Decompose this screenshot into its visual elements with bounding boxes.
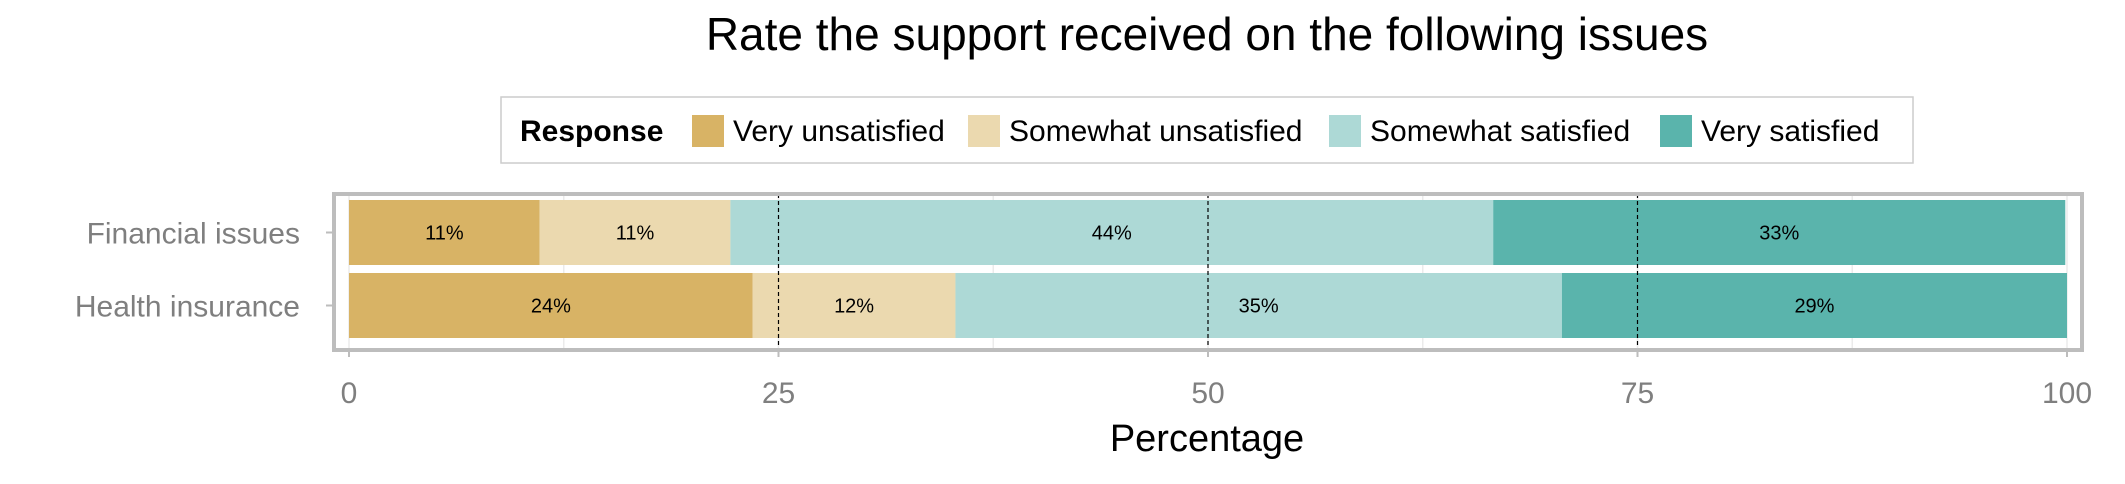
- y-axis-ticks: Financial issues Health insurance: [75, 218, 334, 324]
- plot-area: 11% 11% 44% 33% 24% 12% 35% 29%: [332, 192, 2084, 352]
- legend-label-somewhat-unsatisfied: Somewhat unsatisfied: [1009, 115, 1303, 148]
- data-label: 24%: [531, 296, 571, 318]
- data-label: 33%: [1759, 223, 1799, 245]
- data-label: 11%: [425, 223, 464, 245]
- data-label: 11%: [616, 223, 655, 245]
- bar-health-insurance-somewhat-unsatisfied: [752, 273, 956, 338]
- x-axis-ticks: 0 25 50 75 100: [341, 350, 2092, 410]
- chart-title: Rate the support received on the followi…: [706, 8, 1708, 60]
- data-label: 35%: [1239, 296, 1279, 318]
- legend-swatch-very-satisfied: [1660, 115, 1692, 147]
- bar-health-insurance-very-satisfied: [1561, 273, 2067, 338]
- legend-swatch-somewhat-unsatisfied: [968, 115, 1000, 147]
- x-tick-label: 100: [2042, 377, 2092, 410]
- legend: Response Very unsatisfied Somewhat unsatis…: [500, 96, 1914, 164]
- bar-health-insurance-very-unsatisfied: [349, 273, 753, 338]
- legend-label-somewhat-satisfied: Somewhat satisfied: [1370, 115, 1630, 148]
- bar-financial-issues-very-unsatisfied: [349, 200, 540, 265]
- legend-title: Response: [520, 115, 663, 148]
- x-tick-label: 75: [1621, 377, 1654, 410]
- legend-label-very-unsatisfied: Very unsatisfied: [733, 115, 945, 148]
- bar-financial-issues-very-satisfied: [1493, 200, 2066, 265]
- y-tick-label-financial-issues: Financial issues: [87, 218, 300, 251]
- bar-health-insurance-somewhat-satisfied: [955, 273, 1562, 338]
- legend-swatch-very-unsatisfied: [692, 115, 724, 147]
- data-label: 12%: [834, 296, 874, 318]
- x-axis-label: Percentage: [1110, 418, 1304, 460]
- bar-financial-issues-somewhat-unsatisfied: [539, 200, 731, 265]
- data-label: 44%: [1092, 223, 1132, 245]
- y-tick-label-health-insurance: Health insurance: [75, 291, 300, 324]
- data-label: 29%: [1794, 296, 1834, 318]
- bar-financial-issues-somewhat-satisfied: [730, 200, 1494, 265]
- legend-label-very-satisfied: Very satisfied: [1701, 115, 1879, 148]
- legend-swatch-somewhat-satisfied: [1329, 115, 1361, 147]
- x-tick-label: 25: [762, 377, 795, 410]
- x-tick-label: 0: [341, 377, 358, 410]
- x-tick-label: 50: [1191, 377, 1224, 410]
